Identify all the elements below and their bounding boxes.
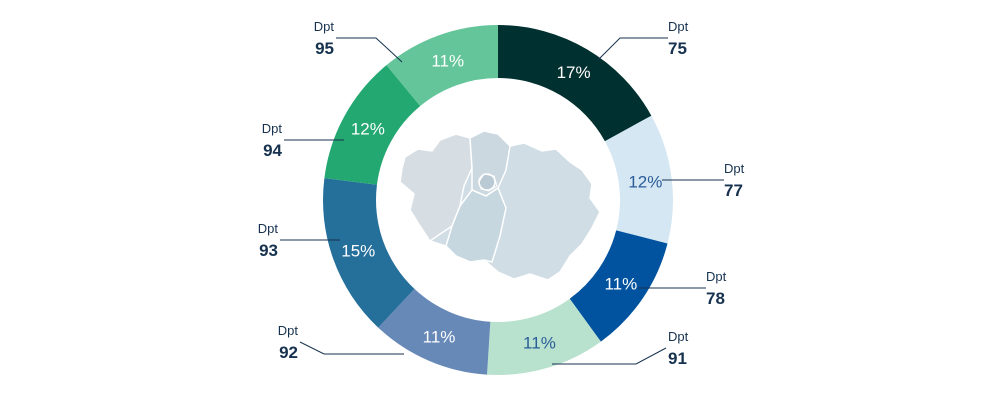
department-number-label: 91: [668, 349, 687, 368]
donut-slice-dpt-94: [324, 65, 421, 185]
department-number-label: 78: [706, 289, 725, 308]
slice-percent-label: 15%: [341, 241, 375, 260]
ile-de-france-map-icon: [399, 130, 601, 281]
leader-line: [336, 37, 403, 63]
department-prefix-label: Dpt: [724, 161, 745, 176]
department-prefix-label: Dpt: [278, 323, 299, 338]
donut-slice-dpt-91: [487, 298, 601, 375]
department-number-label: 77: [724, 181, 743, 200]
donut-slice-dpt-75: [498, 25, 652, 142]
leader-line: [597, 37, 668, 61]
department-prefix-label: Dpt: [668, 329, 689, 344]
donut-slice-dpt-95: [386, 25, 498, 106]
department-number-label: 92: [279, 343, 298, 362]
department-number-label: 93: [259, 241, 278, 260]
donut-slice-dpt-92: [378, 288, 491, 375]
department-number-label: 95: [315, 39, 334, 58]
department-prefix-label: Dpt: [262, 121, 283, 136]
donut-slice-dpt-77: [604, 115, 674, 244]
leader-line: [299, 341, 404, 355]
slice-percent-label: 11%: [523, 334, 556, 353]
donut-slices: 17% 12% 11% 11% 11% 15% 12% 11%: [323, 25, 674, 375]
slice-percent-label: 12%: [351, 119, 385, 138]
department-number-label: 94: [263, 141, 282, 160]
slice-percent-label: 12%: [628, 172, 662, 191]
slice-percent-label: 11%: [423, 327, 456, 346]
slice-percent-label: 17%: [557, 63, 591, 82]
department-prefix-label: Dpt: [668, 19, 689, 34]
donut-slice-dpt-78: [569, 230, 668, 342]
slice-percent-label: 11%: [604, 274, 637, 293]
slice-percent-label: 11%: [431, 51, 464, 70]
leader-line: [552, 347, 667, 365]
slice-labels: Dpt 75 Dpt 77 Dpt 78 Dpt 91 Dpt 92 Dpt 93 Dpt 94 Dpt 95: [258, 19, 745, 368]
department-prefix-label: Dpt: [258, 221, 279, 236]
donut-slice-dpt-93: [323, 178, 415, 328]
department-prefix-label: Dpt: [314, 19, 335, 34]
department-prefix-label: Dpt: [706, 269, 727, 284]
department-number-label: 75: [668, 39, 687, 58]
